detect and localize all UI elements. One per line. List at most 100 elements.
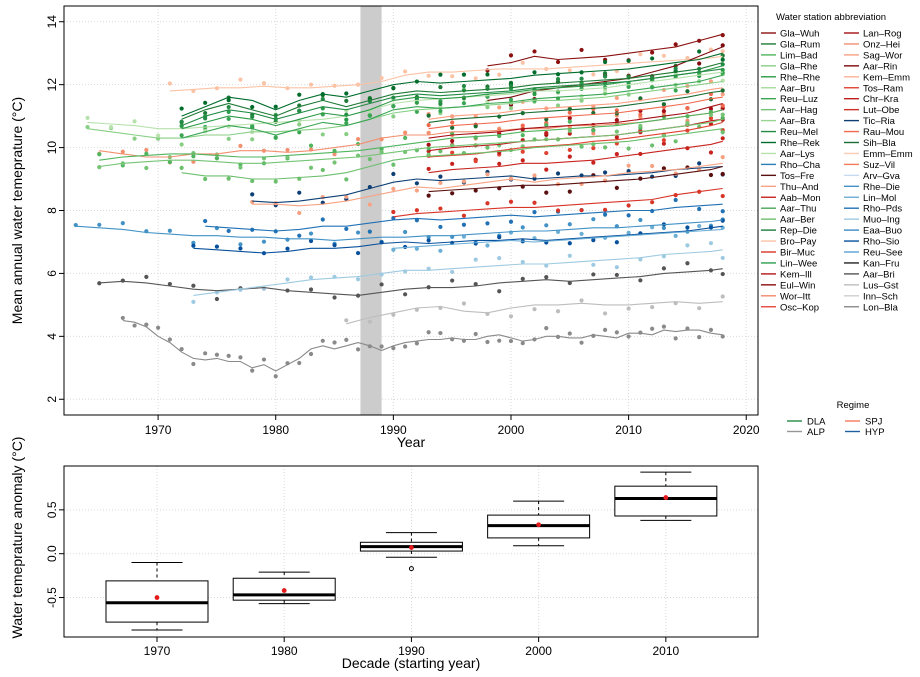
data-point [579, 340, 584, 345]
data-point [520, 158, 525, 163]
data-point [238, 143, 243, 148]
data-point [450, 125, 455, 130]
data-point [591, 131, 596, 136]
data-point [485, 243, 490, 248]
data-point [461, 222, 467, 227]
data-point [273, 374, 278, 379]
data-point [661, 102, 666, 107]
data-point [614, 330, 619, 335]
data-point [308, 238, 314, 244]
data-point [508, 106, 514, 111]
data-point [250, 137, 255, 142]
legend-label: Gla–Rum [780, 39, 820, 50]
data-point [450, 191, 455, 196]
data-point [685, 225, 690, 230]
data-point [203, 351, 208, 356]
legend-label: Rho–Pds [863, 204, 902, 215]
data-point [355, 250, 361, 256]
data-point [602, 207, 608, 212]
series-line [205, 203, 723, 232]
data-point [638, 278, 643, 283]
data-point [191, 154, 196, 159]
data-point [391, 103, 396, 109]
data-point [226, 228, 231, 234]
data-point [308, 231, 314, 236]
data-point [438, 108, 443, 114]
legend-regime-items: DLA SPJ ALP HYP [787, 417, 885, 438]
legend-label: Lin–Wee [780, 258, 817, 269]
legend-stations: Water station abbreviation Gla–WuhGla–Ru… [761, 12, 913, 313]
data-point [555, 171, 561, 176]
legend-label: Eul–Win [780, 280, 815, 291]
highlight-band [360, 6, 382, 415]
x-tick-label: 2010 [615, 423, 642, 437]
legend-label: Kem–Ill [780, 269, 812, 280]
data-point [532, 49, 537, 54]
x-tick-label: 1990 [398, 644, 425, 658]
data-point [238, 242, 243, 247]
data-point [497, 338, 502, 343]
data-point [485, 145, 490, 150]
data-point [579, 76, 584, 81]
data-point [332, 160, 337, 165]
data-point [567, 154, 572, 159]
data-point [638, 217, 643, 223]
legend-label: Onz–Hei [863, 39, 900, 50]
data-point [450, 138, 455, 144]
data-point [214, 296, 220, 302]
data-point [650, 305, 655, 310]
legend-label: Rho–Cha [780, 160, 821, 171]
data-point [638, 330, 643, 335]
legend-label: Aar–Lys [780, 149, 815, 160]
data-point [661, 141, 666, 146]
legend-label: Lut–Obe [863, 105, 899, 116]
data-point [285, 277, 290, 282]
data-point [414, 208, 419, 213]
data-point [261, 357, 267, 362]
data-point [226, 98, 231, 103]
data-point [438, 101, 443, 106]
data-point [602, 212, 608, 217]
y-tick-label: 4 [45, 333, 59, 340]
data-point [520, 259, 525, 265]
data-point [391, 346, 396, 351]
data-point [426, 330, 431, 335]
data-point [461, 234, 467, 239]
data-point [673, 66, 678, 71]
legend-label: DLA [807, 417, 826, 428]
data-point [602, 170, 608, 175]
legend-label: Bro–Pay [780, 237, 817, 248]
data-point [308, 165, 314, 170]
data-point [473, 241, 478, 246]
legend-label: Osc–Kop [780, 302, 819, 313]
data-point [191, 283, 196, 288]
data-point [602, 145, 608, 150]
data-point [391, 312, 396, 317]
data-point [720, 49, 725, 54]
data-point [532, 200, 537, 205]
y-tick-label: 2 [45, 396, 59, 403]
data-point [97, 152, 102, 157]
data-point [391, 186, 396, 192]
data-point [661, 225, 666, 231]
series-line [428, 87, 723, 120]
data-point [261, 239, 267, 244]
data-point [203, 116, 208, 121]
data-point [261, 81, 267, 86]
data-point [144, 322, 149, 327]
data-point [497, 289, 502, 294]
data-point [438, 248, 443, 253]
data-point [697, 335, 702, 340]
data-point [97, 164, 102, 170]
series-line [428, 90, 723, 123]
data-point [720, 155, 725, 160]
data-point [567, 116, 572, 121]
data-point [156, 325, 161, 330]
data-point [120, 221, 125, 226]
bottom-y-axis: -0.5 0.0 0.5 [45, 501, 64, 608]
data-point [555, 229, 561, 234]
data-point [120, 149, 125, 154]
data-point [661, 111, 666, 117]
data-point [403, 135, 408, 141]
